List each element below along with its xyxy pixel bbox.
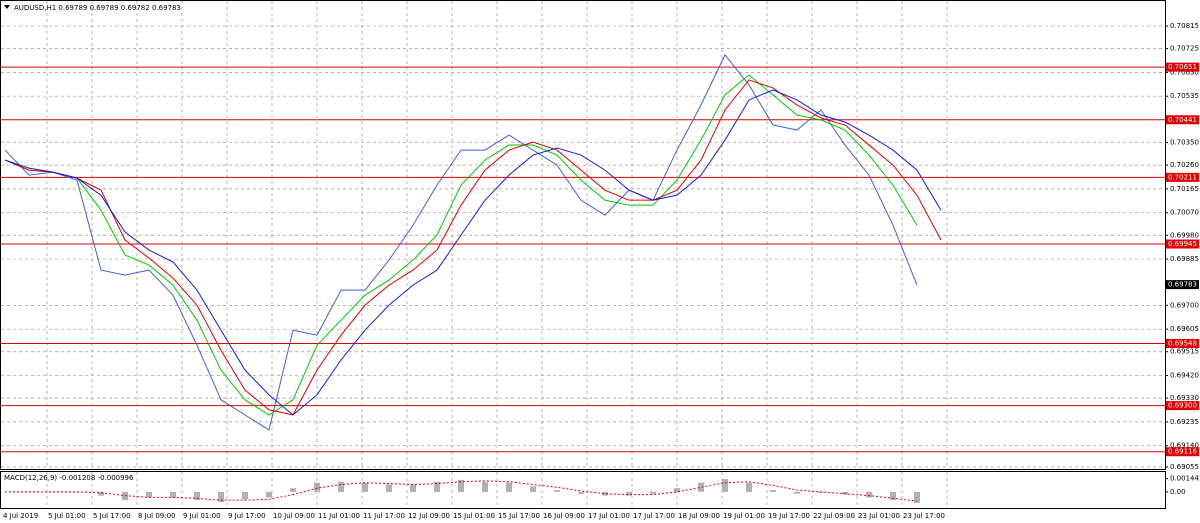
y-tick-label: 0.70260 (1170, 161, 1199, 169)
x-tick-label: 15 Jul 17:00 (498, 512, 540, 520)
y-tick-label: 0.69055 (1170, 463, 1199, 471)
level-label: 0.69116 (1168, 448, 1197, 456)
x-tick-label: 12 Jul 09:00 (408, 512, 450, 520)
x-tick-label: 10 Jul 09:00 (273, 512, 315, 520)
level-label-bg (1166, 239, 1199, 249)
level-label-bg (1166, 447, 1199, 457)
moving-average (4, 74, 918, 416)
x-tick-label: 22 Jul 09:00 (813, 512, 855, 520)
level-label: 0.70441 (1168, 116, 1197, 124)
macd-frame (0, 471, 1166, 509)
x-tick-label: 5 Jul 17:00 (93, 512, 131, 520)
x-tick-label: 17 Jul 01:00 (588, 512, 630, 520)
y-tick-label: 0.69420 (1170, 372, 1199, 380)
y-tick-label: 0.70725 (1170, 45, 1199, 53)
x-tick-label: 23 Jul 17:00 (903, 512, 945, 520)
y-tick-label: 0.69980 (1170, 231, 1199, 239)
level-label-bg (1166, 62, 1199, 72)
y-tick-label: 0.69140 (1170, 442, 1199, 450)
x-tick-label: 18 Jul 09:00 (678, 512, 720, 520)
level-label-bg (1166, 115, 1199, 125)
x-tick-label: 9 Jul 17:00 (228, 512, 266, 520)
x-tick-label: 8 Jul 09:00 (138, 512, 176, 520)
level-label: 0.70211 (1168, 173, 1197, 181)
y-tick-label: 0.69330 (1170, 394, 1199, 402)
macd-signal (5, 480, 918, 502)
macd-label: MACD(12,26,9) -0.001208 -0.000996 (4, 474, 134, 482)
level-label-bg (1166, 401, 1199, 411)
moving-average (4, 79, 942, 416)
x-tick-label: 15 Jul 01:00 (453, 512, 495, 520)
x-tick-label: 19 Jul 17:00 (768, 512, 810, 520)
x-tick-label: 19 Jul 01:00 (723, 512, 765, 520)
macd-tick-label: 0.001443 (1170, 475, 1200, 483)
x-tick-label: 16 Jul 09:00 (543, 512, 585, 520)
price-line (4, 53, 918, 431)
y-tick-label: 0.69885 (1170, 255, 1199, 263)
x-tick-label: 17 Jul 17:00 (633, 512, 675, 520)
y-tick-label: 0.69235 (1170, 418, 1199, 426)
x-tick-label: 11 Jul 01:00 (318, 512, 360, 520)
level-label: 0.69945 (1168, 240, 1197, 248)
y-tick-label: 0.70350 (1170, 139, 1199, 147)
x-tick-label: 23 Jul 01:00 (858, 512, 900, 520)
level-label: 0.69300 (1168, 402, 1197, 410)
chart-title: AUDUSD,H1 0.69789 0.69789 0.69782 0.6978… (14, 4, 181, 12)
last-price-bg (1166, 280, 1199, 290)
menu-arrow[interactable] (4, 5, 10, 9)
y-tick-label: 0.69515 (1170, 348, 1199, 356)
y-tick-label: 0.69700 (1170, 301, 1199, 309)
y-tick-label: 0.70070 (1170, 209, 1199, 217)
level-label-bg (1166, 172, 1199, 182)
level-label: 0.69548 (1168, 339, 1197, 347)
y-tick-label: 0.70630 (1170, 68, 1199, 76)
x-tick-label: 4 Jul 2019 (3, 512, 38, 520)
y-tick-label: 0.70165 (1170, 185, 1199, 193)
level-label: 0.70651 (1168, 63, 1197, 71)
x-tick-label: 5 Jul 01:00 (48, 512, 86, 520)
x-tick-label: 11 Jul 17:00 (363, 512, 405, 520)
level-label-bg (1166, 338, 1199, 348)
y-tick-label: 0.70535 (1170, 92, 1199, 100)
macd-tick-label: 0.00 (1170, 488, 1186, 496)
x-tick-label: 9 Jul 01:00 (183, 512, 221, 520)
last-price-label: 0.69783 (1168, 281, 1197, 289)
moving-average (4, 89, 942, 416)
y-tick-label: 0.69605 (1170, 325, 1199, 333)
y-tick-label: 0.70815 (1170, 22, 1199, 30)
